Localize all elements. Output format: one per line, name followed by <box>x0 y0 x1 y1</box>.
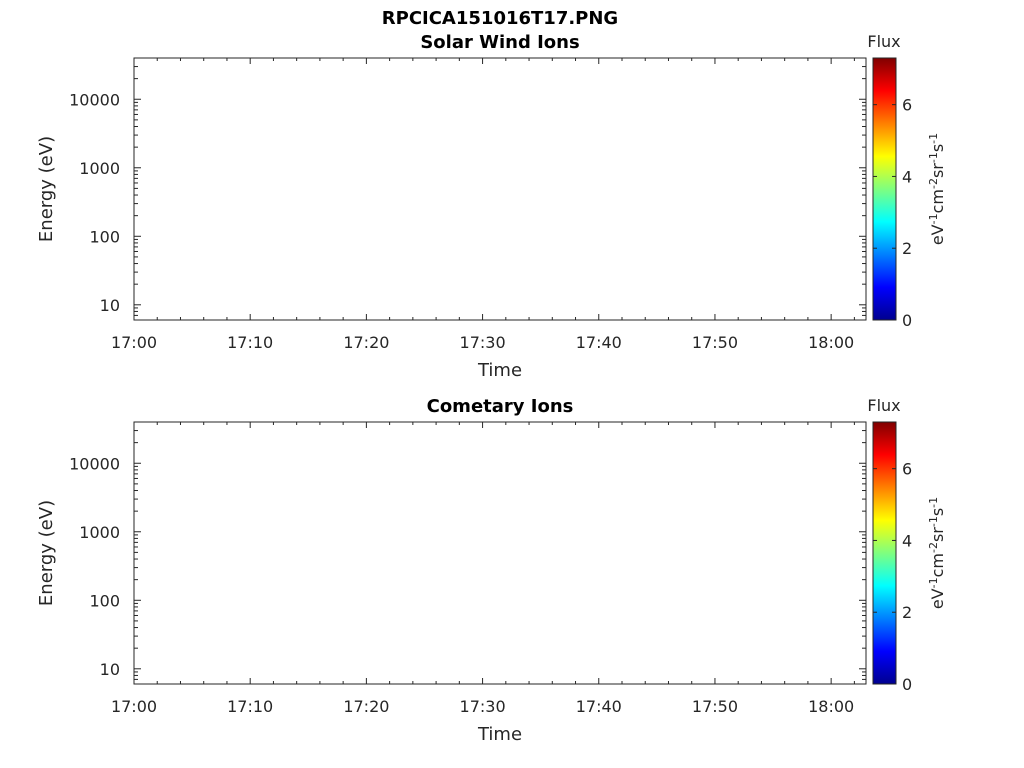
colorbar-tick-label: 4 <box>902 167 912 186</box>
colorbar-title: Flux <box>867 32 900 51</box>
y-tick-label: 1000 <box>79 159 120 178</box>
x-tick-label: 17:30 <box>460 333 506 352</box>
x-tick-label: 17:50 <box>692 333 738 352</box>
y-tick-label: 10000 <box>69 90 120 109</box>
x-axis-label: Time <box>477 360 522 381</box>
colorbar-tick-label: 0 <box>902 311 912 330</box>
panel-title: Solar Wind Ions <box>420 32 579 53</box>
colorbar: Flux 0 2 4 6 eV-1cm-2sr-1s-1 <box>867 32 947 330</box>
x-tick-label: 17:40 <box>576 333 622 352</box>
colorbar-tick-label: 2 <box>902 239 912 258</box>
y-tick-label: 100 <box>89 227 120 246</box>
x-axis: 17:00 17:10 17:20 17:30 17:40 17:50 18:00 <box>111 58 855 352</box>
x-tick-label: 17:20 <box>343 333 389 352</box>
y-axis: 10 100 1000 10000 <box>69 57 866 321</box>
panel-cometary: Cometary Ions 17:00 17:10 17:20 17:30 17:40 1… <box>36 396 947 745</box>
y-tick-label: 10 <box>100 296 120 315</box>
plot-area <box>133 57 867 321</box>
plot-area <box>134 422 866 684</box>
colorbar-gradient <box>872 57 897 321</box>
colorbar-unit: eV-1cm-2sr-1s-1 <box>927 133 947 245</box>
figure-title: RPCICA151016T17.PNG <box>382 8 618 29</box>
colorbar-tick-label: 6 <box>902 96 912 115</box>
x-tick-label: 17:00 <box>111 333 157 352</box>
colorbar-ticks: 0 2 4 6 <box>873 96 912 330</box>
y-axis-label: Energy (eV) <box>36 136 57 242</box>
panel-title: Cometary Ions <box>427 396 574 417</box>
x-tick-label: 18:00 <box>808 333 854 352</box>
panel-solar-wind: Solar Wind Ions 17:00 17:10 17:20 17:30 17:4… <box>36 32 947 381</box>
x-tick-label: 17:10 <box>227 333 273 352</box>
